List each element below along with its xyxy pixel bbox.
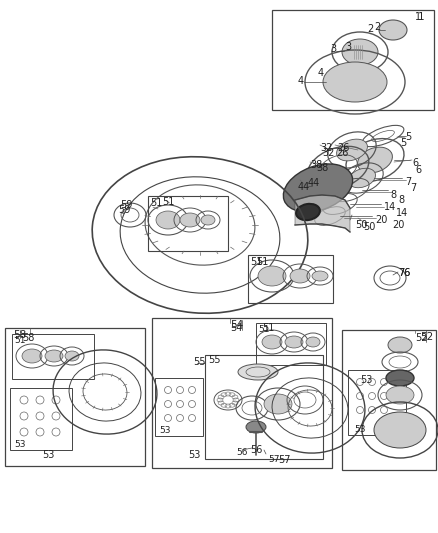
Ellipse shape [386,386,414,404]
Text: 3: 3 [345,42,351,52]
Ellipse shape [180,213,200,227]
Ellipse shape [246,421,266,433]
Ellipse shape [374,412,426,448]
Text: 53: 53 [159,426,170,435]
Text: 4: 4 [318,68,324,78]
Text: 14: 14 [396,208,408,218]
Text: 53: 53 [188,450,200,460]
Text: 54: 54 [230,323,242,333]
Text: 53: 53 [14,440,25,449]
Text: 32: 32 [320,143,332,153]
Text: 53: 53 [354,425,365,434]
Text: 1: 1 [415,12,421,22]
Bar [256,323,326,365]
Bar [342,330,436,470]
Text: 57: 57 [278,455,290,465]
Ellipse shape [45,350,63,362]
Ellipse shape [312,271,328,281]
Text: 44: 44 [298,182,310,192]
Bar [148,196,228,251]
Bar [155,378,203,436]
Text: 55: 55 [208,355,220,365]
Bar [5,328,145,466]
Text: 58: 58 [22,333,34,343]
Text: 6: 6 [415,165,421,175]
Text: 59: 59 [120,200,132,210]
Text: 3: 3 [330,44,336,54]
Ellipse shape [238,364,278,380]
Text: 5: 5 [405,132,411,142]
Ellipse shape [201,215,215,225]
Ellipse shape [283,164,353,212]
Text: 51: 51 [258,325,269,334]
Text: 8: 8 [390,190,396,200]
Text: 51: 51 [162,197,174,207]
Ellipse shape [262,335,282,349]
Text: 14: 14 [384,202,396,212]
Text: 53: 53 [360,375,372,385]
Text: 6: 6 [412,158,418,168]
Bar [348,370,406,435]
Text: 53: 53 [42,450,54,460]
Text: 56: 56 [250,445,262,455]
Text: 51: 51 [256,257,268,267]
Text: 2: 2 [374,22,380,32]
Ellipse shape [388,337,412,353]
Ellipse shape [290,269,310,283]
Text: 51: 51 [262,323,274,333]
Ellipse shape [379,20,407,40]
Ellipse shape [264,394,292,414]
Text: 7: 7 [405,177,411,187]
Text: 5: 5 [400,138,406,148]
Bar [272,10,434,110]
Text: 7: 7 [410,183,416,193]
Text: 57: 57 [268,455,279,464]
Text: 20: 20 [375,215,387,225]
Text: 8: 8 [398,195,404,205]
Text: 58: 58 [13,330,26,340]
Ellipse shape [296,204,320,220]
Text: 51: 51 [250,257,262,267]
Ellipse shape [357,147,392,173]
Bar [12,334,94,379]
Ellipse shape [65,351,79,361]
Text: 51: 51 [14,336,25,345]
Ellipse shape [323,62,387,102]
Ellipse shape [285,336,303,348]
Ellipse shape [156,211,180,229]
Text: 32: 32 [322,148,334,158]
Text: 20: 20 [392,220,404,230]
Ellipse shape [306,337,320,347]
Text: 26: 26 [337,143,350,153]
Text: 55: 55 [193,357,205,367]
Text: 52: 52 [420,332,433,342]
Text: 38: 38 [316,163,328,173]
Text: 1: 1 [418,12,424,22]
Ellipse shape [258,266,286,286]
Text: 51: 51 [150,198,162,208]
Text: 76: 76 [398,268,410,278]
Ellipse shape [342,39,378,65]
Text: 59: 59 [118,205,131,215]
Ellipse shape [336,139,367,161]
Ellipse shape [386,370,414,386]
Ellipse shape [22,349,42,363]
Bar [248,255,333,303]
Text: 56: 56 [236,448,247,457]
Text: 2: 2 [367,24,373,34]
Text: 50: 50 [363,222,375,232]
Text: 52: 52 [415,333,427,343]
Text: 76: 76 [398,268,410,278]
Text: 54: 54 [230,320,244,330]
Text: 26: 26 [336,148,348,158]
Bar [152,318,332,468]
Ellipse shape [349,168,375,188]
Text: 38: 38 [310,160,322,170]
Bar [10,388,72,450]
Bar [205,355,323,459]
Polygon shape [295,195,350,232]
Text: 44: 44 [308,178,320,188]
Text: 4: 4 [298,76,304,86]
Text: 50: 50 [355,220,367,230]
